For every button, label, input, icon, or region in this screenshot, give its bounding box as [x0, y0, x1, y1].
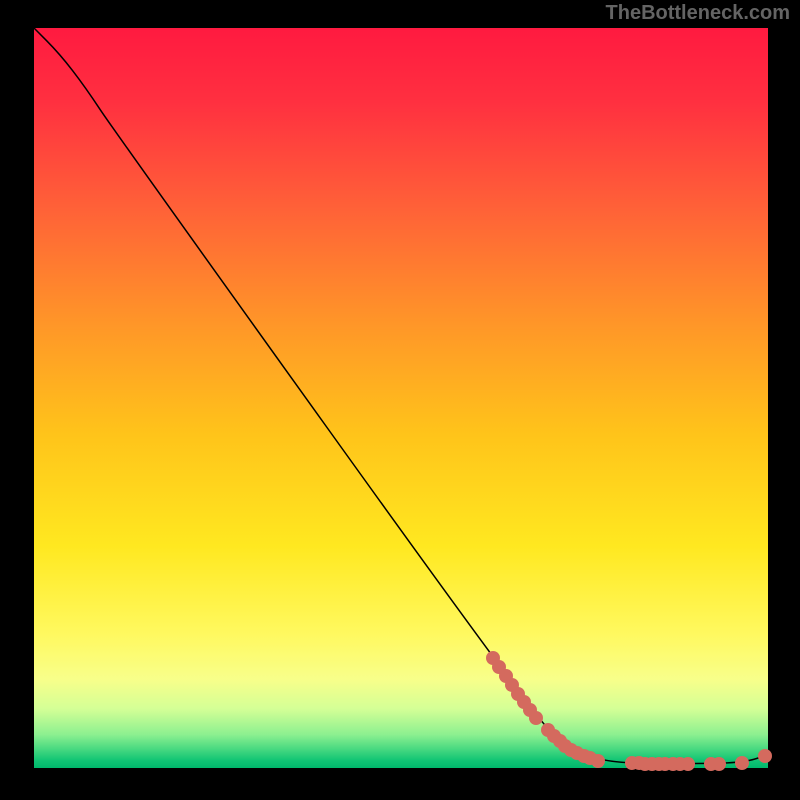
data-marker	[529, 711, 543, 725]
watermark-text: TheBottleneck.com	[606, 2, 790, 25]
data-marker	[591, 754, 605, 768]
data-markers-layer	[34, 28, 768, 768]
plot-container	[34, 28, 768, 768]
data-marker	[712, 757, 726, 771]
data-marker	[735, 756, 749, 770]
data-marker	[681, 757, 695, 771]
data-marker	[758, 749, 772, 763]
